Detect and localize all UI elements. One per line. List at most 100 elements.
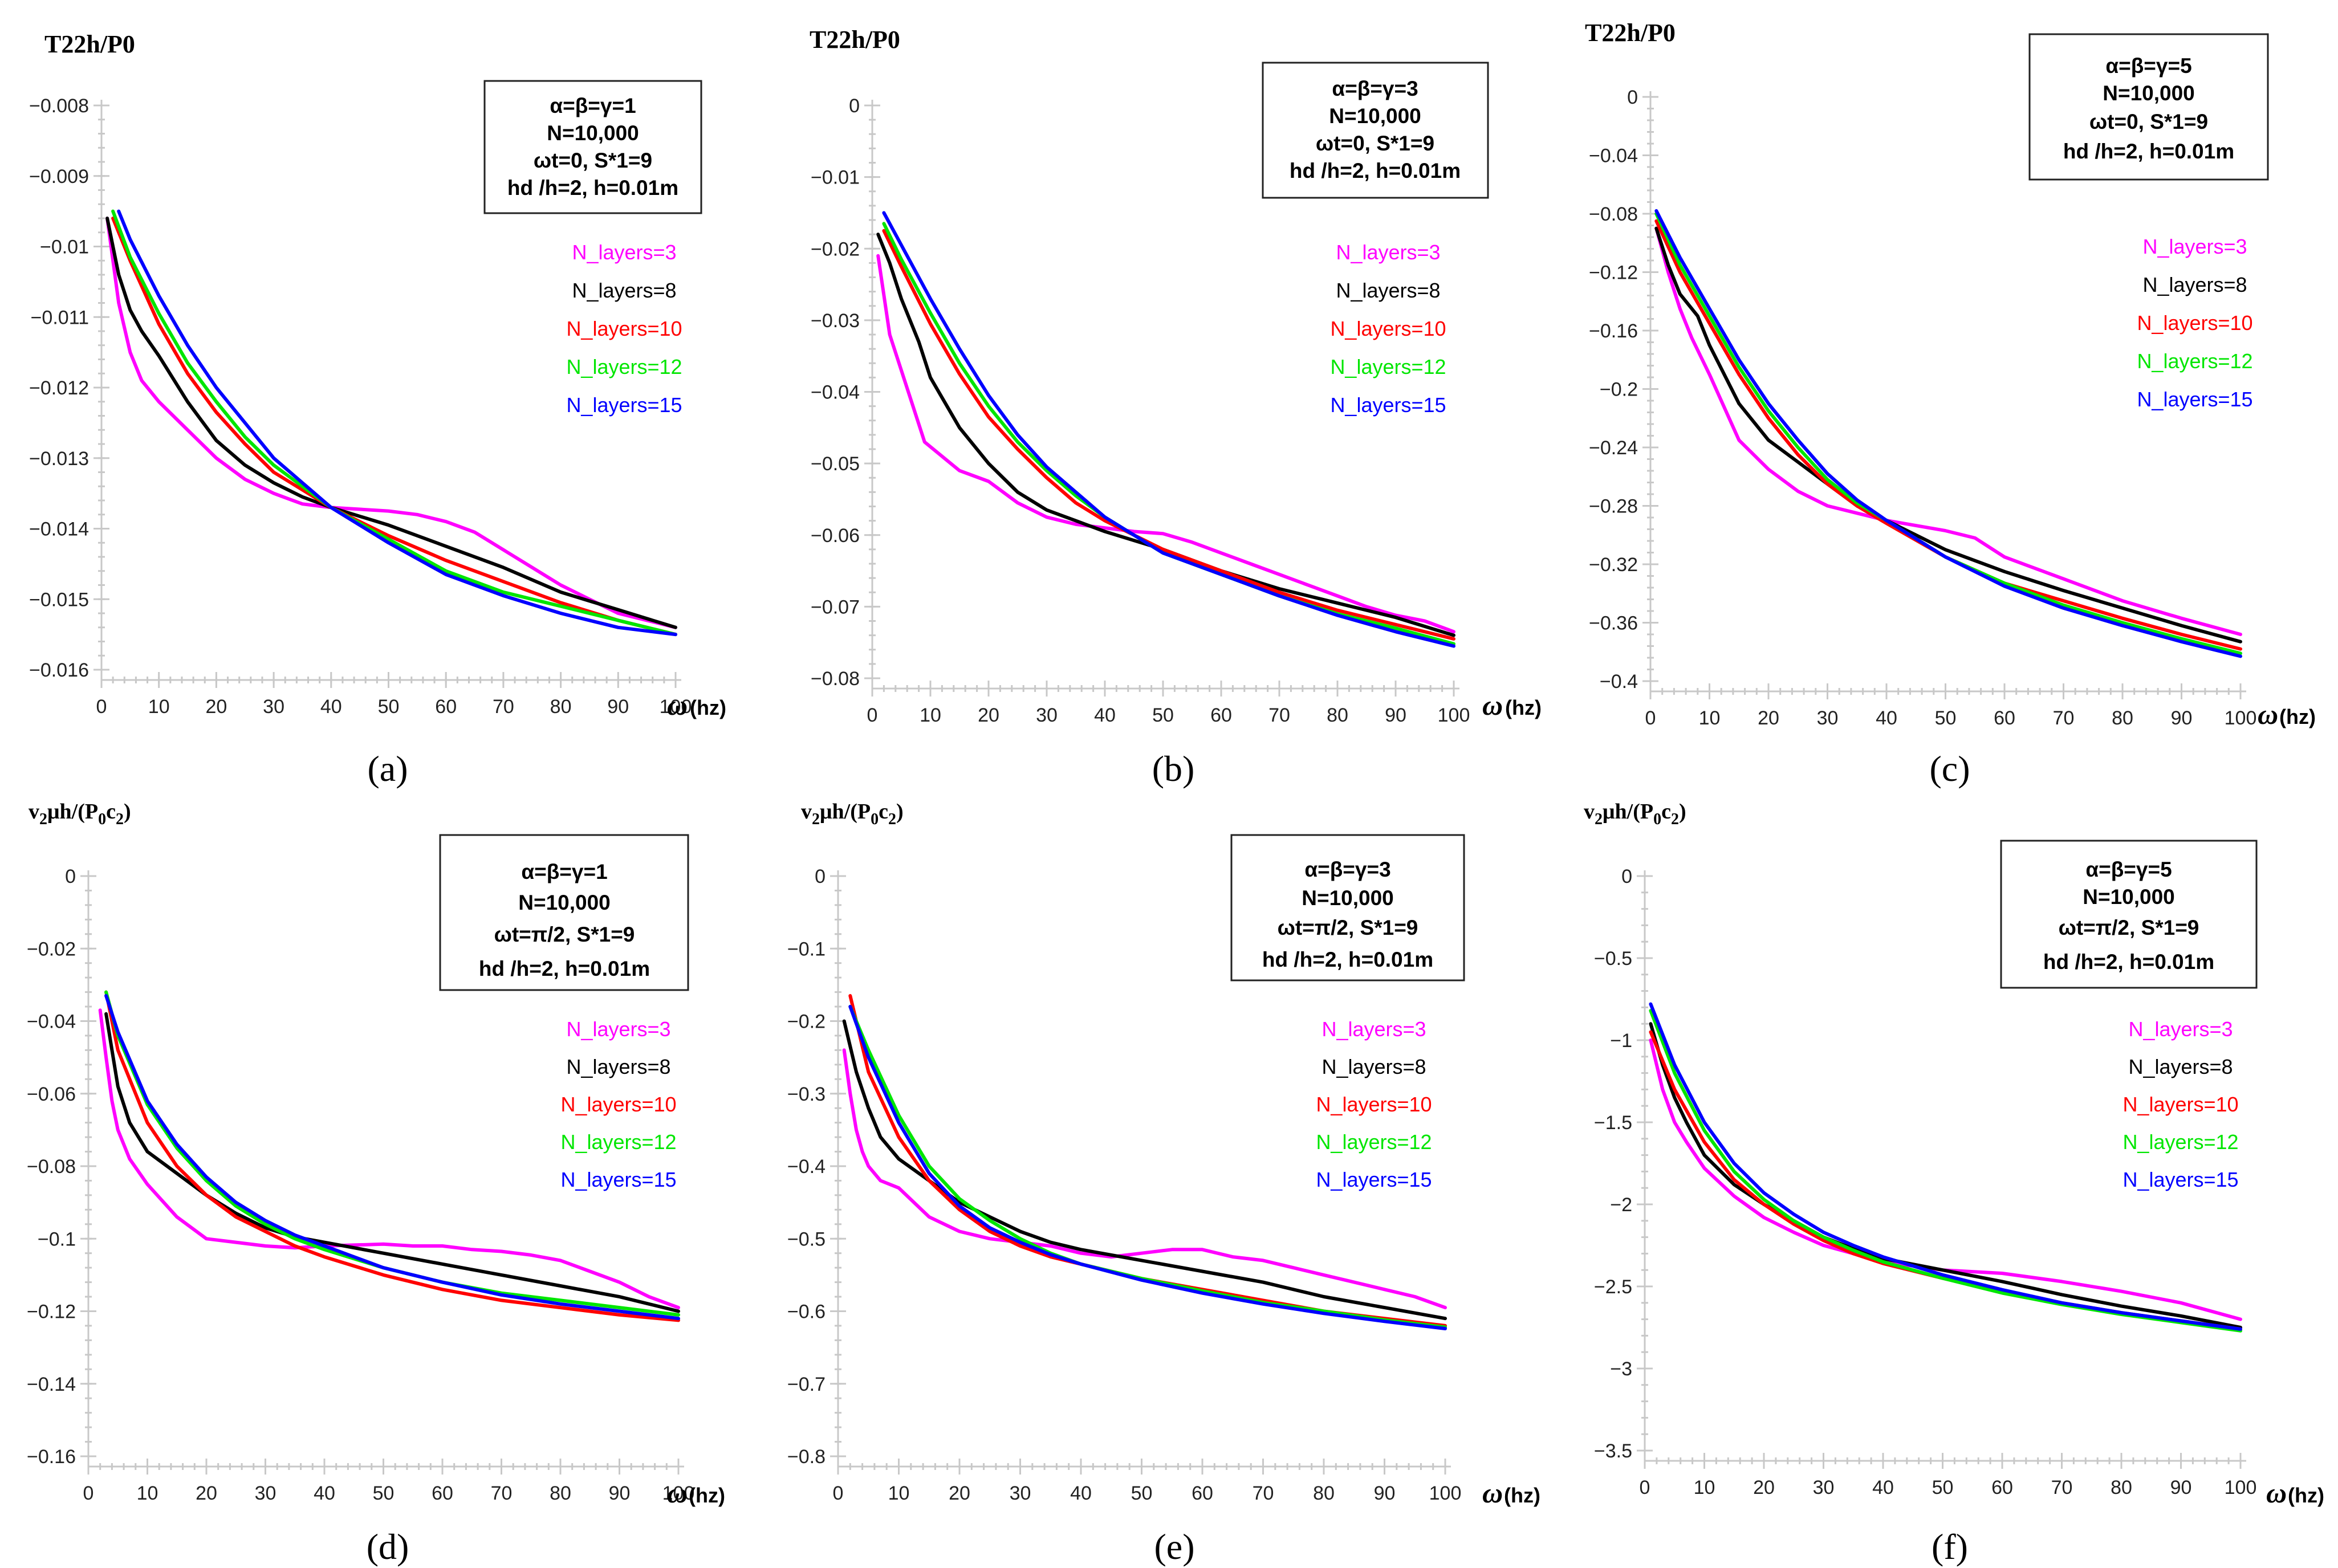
x-tick-label: 40 bbox=[1872, 1477, 1894, 1498]
series-line-n-layers-8 bbox=[842, 1019, 1447, 1321]
legend-entry: N_layers=12 bbox=[2123, 1130, 2238, 1154]
y-tick-label: −3.5 bbox=[1594, 1440, 1632, 1462]
series-line-n-layers-3 bbox=[1654, 226, 2242, 636]
y-tick-label: −0.2 bbox=[1600, 379, 1638, 401]
x-tick-label: 0 bbox=[1645, 707, 1656, 729]
param-line-1: α=β=γ=3 bbox=[1304, 858, 1390, 881]
y-tick-label: −0.36 bbox=[1589, 613, 1638, 634]
legend-entry: N_layers=8 bbox=[1336, 279, 1440, 302]
x-tick-label: 40 bbox=[1094, 704, 1116, 726]
y-tick-label: −0.16 bbox=[1589, 320, 1638, 342]
series-line-n-layers-10 bbox=[111, 217, 677, 637]
x-tick-label: 20 bbox=[196, 1483, 217, 1504]
panel-tag: (b) bbox=[1152, 748, 1195, 789]
y-tick-label: −0.03 bbox=[811, 310, 860, 332]
panel-c: T22h/P0 0 −0.04 −0.08 −0.12 −0.16 −0.2 −0.24 −0… bbox=[1585, 19, 2316, 789]
x-tick-label: 20 bbox=[1753, 1477, 1775, 1498]
y-label-part-2: μh/(P bbox=[820, 800, 871, 824]
parameter-box: α=β=γ=5 N=10,000 ωt=0, S*1=9 hd /h=2, h=… bbox=[2028, 33, 2269, 181]
x-axis-unit: (hz) bbox=[1504, 1484, 1540, 1507]
parameter-box-frame bbox=[2000, 840, 2258, 989]
x-tick-label: 50 bbox=[1152, 704, 1174, 726]
series-line-n-layers-8 bbox=[105, 217, 677, 629]
series-line-n-layers-15 bbox=[848, 1005, 1447, 1330]
x-axis-label: ω bbox=[667, 689, 688, 721]
legend-entry: N_layers=10 bbox=[1330, 317, 1446, 340]
y-label-part-2: μh/(P bbox=[1603, 800, 1653, 824]
legend-entry: N_layers=3 bbox=[572, 241, 676, 264]
y-axis: 0 −0.5 −1 −1.5 −2 −2.5 −3 −3.5 bbox=[1594, 866, 1653, 1462]
legend-entry: N_layers=10 bbox=[1316, 1093, 1432, 1116]
legend: N_layers=3 N_layers=8 N_layers=10 N_layers=… bbox=[1330, 241, 1446, 417]
param-line-4: hd /h=2, h=0.01m bbox=[1262, 948, 1433, 971]
y-tick-label: −2 bbox=[1610, 1194, 1632, 1216]
y-tick-label: −0.01 bbox=[811, 167, 860, 189]
y-tick-label: −3 bbox=[1610, 1358, 1632, 1380]
param-line-2: N=10,000 bbox=[1329, 104, 1421, 128]
panel-e: v2μh/(P0c2) 0−0.1−0.2−0.3−0.4−0.5−0.6−0.… bbox=[787, 800, 1540, 1567]
x-tick-label: 60 bbox=[435, 696, 457, 718]
legend-entry: N_layers=8 bbox=[2142, 273, 2247, 296]
y-tick-label: −0.8 bbox=[787, 1446, 826, 1468]
legend-entry: N_layers=12 bbox=[560, 1130, 676, 1154]
panel-d: v2μh/(P0c2) 0−0.02−0.04−0.06−0.08−0.1−0.… bbox=[27, 800, 725, 1567]
y-label-sub-1: 2 bbox=[812, 811, 820, 828]
x-tick-label: 60 bbox=[1991, 1477, 2013, 1498]
x-tick-label: 90 bbox=[609, 1483, 631, 1504]
x-axis-unit: (hz) bbox=[2288, 1484, 2324, 1507]
param-line-2: N=10,000 bbox=[2103, 82, 2195, 105]
series-lines bbox=[842, 994, 1447, 1330]
y-label-part-1: v bbox=[801, 800, 812, 824]
series-lines bbox=[876, 211, 1455, 648]
x-tick-label: 40 bbox=[1070, 1483, 1092, 1504]
legend-entry: N_layers=3 bbox=[566, 1017, 670, 1041]
y-tick-label: −0.04 bbox=[811, 382, 860, 404]
parameter-box-frame bbox=[2028, 33, 2269, 181]
x-tick-label: 70 bbox=[493, 696, 514, 718]
x-tick-label: 0 bbox=[867, 704, 878, 726]
param-line-1: α=β=γ=5 bbox=[2105, 54, 2191, 78]
x-tick-label: 30 bbox=[1036, 704, 1058, 726]
y-tick-label: −0.1 bbox=[38, 1228, 76, 1250]
y-label-part-2: μh/(P bbox=[47, 800, 98, 824]
y-axis-label: T22h/P0 bbox=[810, 26, 900, 54]
y-label-sub-1: 2 bbox=[1595, 811, 1603, 828]
y-tick-label: −0.7 bbox=[787, 1374, 826, 1395]
x-tick-label: 40 bbox=[320, 696, 342, 718]
x-tick-label: 0 bbox=[96, 696, 107, 718]
panel-tag: (c) bbox=[1929, 748, 1970, 789]
x-tick-label: 20 bbox=[205, 696, 227, 718]
series-line-n-layers-15 bbox=[104, 994, 680, 1321]
series-lines bbox=[1649, 1002, 2242, 1333]
x-tick-label: 10 bbox=[920, 704, 941, 726]
x-axis-unit: (hz) bbox=[689, 1484, 725, 1507]
y-tick-label: −0.24 bbox=[1589, 437, 1638, 459]
series-lines bbox=[1654, 209, 2242, 658]
series-line-n-layers-3 bbox=[876, 254, 1455, 634]
y-tick-label: −0.04 bbox=[1589, 145, 1638, 167]
panel-b: T22h/P0 0 −0.01 −0.02 −0.03 −0.04 −0.05 −0.06 −… bbox=[810, 26, 1542, 789]
x-tick-label: 30 bbox=[1817, 707, 1839, 729]
y-tick-label: −0.009 bbox=[29, 166, 89, 188]
series-line-n-layers-3 bbox=[105, 217, 677, 629]
param-line-2: N=10,000 bbox=[547, 121, 639, 145]
x-axis: 0 10 20 30 40 50 60 70 80 90 100 bbox=[1645, 683, 2256, 729]
x-tick-label: 100 bbox=[2225, 1477, 2257, 1498]
series-line-n-layers-10 bbox=[104, 990, 680, 1322]
y-tick-label: −0.08 bbox=[1589, 203, 1638, 225]
y-tick-label: 0 bbox=[1627, 87, 1638, 108]
legend-entry: N_layers=8 bbox=[572, 279, 676, 302]
panel-tag: (e) bbox=[1154, 1526, 1194, 1567]
y-tick-label: −0.12 bbox=[1589, 262, 1638, 284]
y-tick-label: −0.28 bbox=[1589, 496, 1638, 518]
param-line-1: α=β=γ=1 bbox=[550, 94, 636, 117]
y-tick-label: −0.02 bbox=[27, 938, 76, 960]
y-axis: 0 −0.01 −0.02 −0.03 −0.04 −0.05 −0.06 −0.07 −0.0… bbox=[811, 95, 880, 690]
parameter-box-frame bbox=[1230, 834, 1465, 981]
x-axis: 0 10 20 30 40 50 60 70 80 90 100 bbox=[83, 1459, 694, 1504]
y-tick-label: −0.015 bbox=[29, 589, 89, 610]
x-tick-label: 30 bbox=[255, 1483, 277, 1504]
legend-entry: N_layers=15 bbox=[2123, 1168, 2238, 1191]
x-tick-label: 30 bbox=[263, 696, 284, 718]
legend: N_layers=3 N_layers=8 N_layers=10 N_layers=… bbox=[566, 241, 682, 417]
